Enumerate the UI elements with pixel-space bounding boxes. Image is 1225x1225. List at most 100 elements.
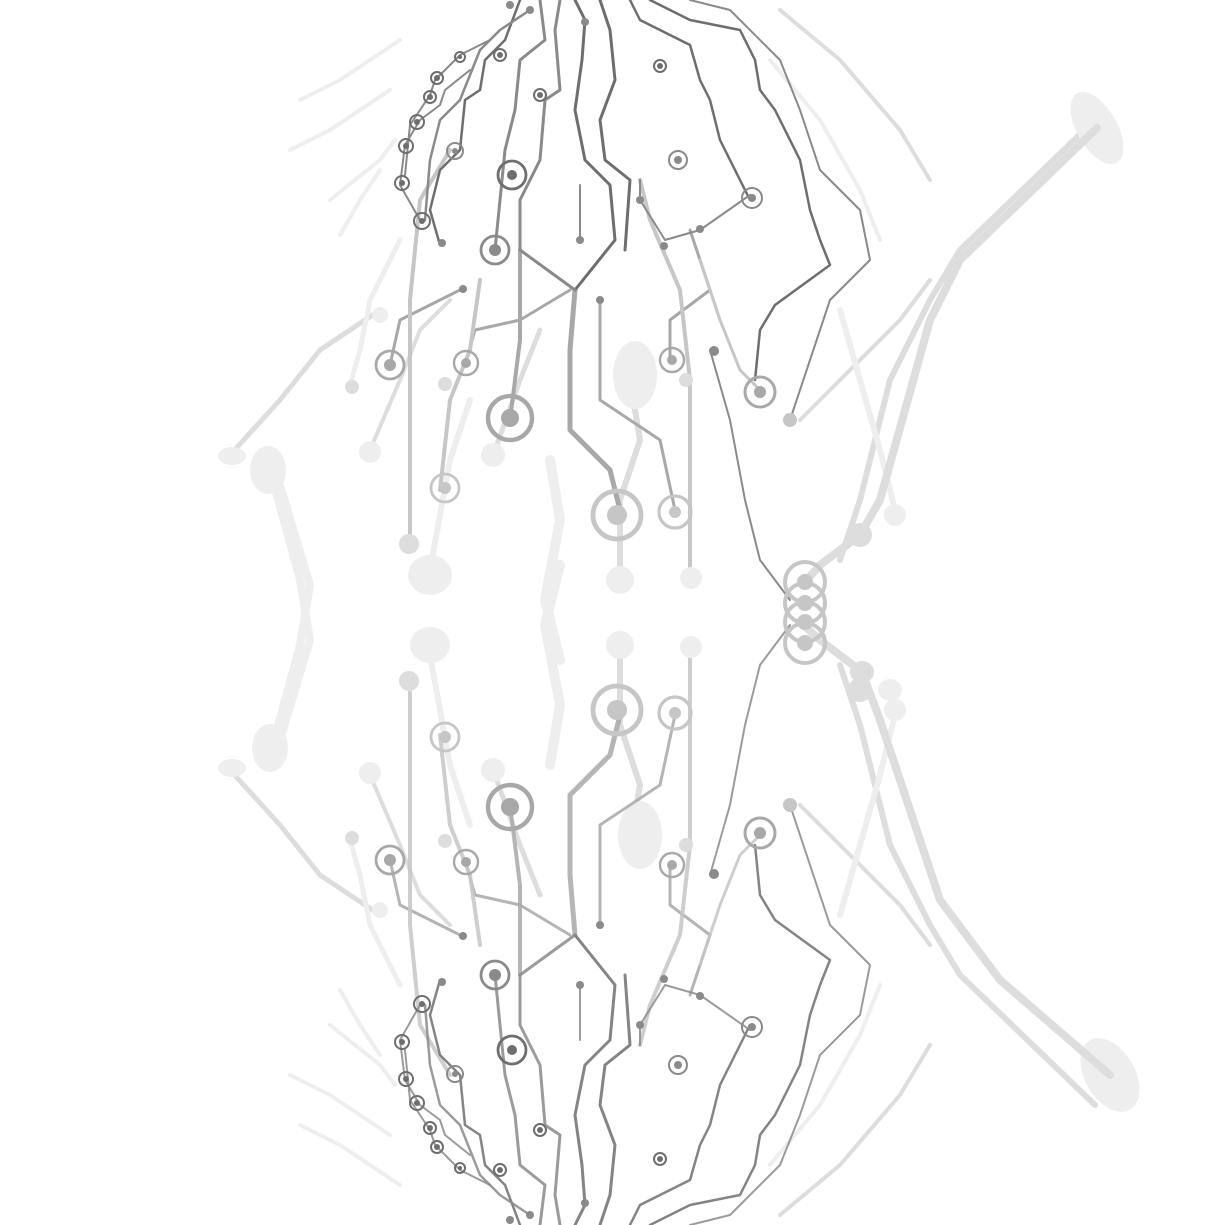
ring-node-core [419,1001,425,1007]
ring-node-core [461,857,471,867]
circuit-trace [438,278,482,492]
terminal-dot [636,196,644,204]
ring-node-core [489,969,501,981]
terminal-dot [459,285,467,293]
ring-node-outer [496,159,528,191]
ring-node-outer [429,472,461,504]
ring-node-outer [496,1034,528,1066]
terminal-dot [438,978,446,986]
ring-node-outer [743,816,777,850]
solder-pad [250,446,286,494]
circuit-trace-mirrored [598,973,632,1225]
terminal-dot [506,1216,514,1224]
ring-node [479,959,511,991]
ring-node [454,51,466,63]
circuit-trace [288,88,392,152]
ring-node-core [657,63,663,69]
ring-node [783,581,827,625]
ring-node-outer [783,581,827,625]
ring-node-core [434,1144,440,1150]
ring-node-core [414,119,420,125]
ring-node-outer [485,393,535,443]
ring-node-core [399,1039,405,1045]
ring-node [413,212,431,230]
ring-node-core [754,386,766,398]
ring-node [741,187,763,209]
terminal-dot [481,443,505,467]
terminal-dot [526,1211,534,1219]
terminal-dot [679,373,693,387]
terminal-dot [459,932,467,940]
ring-node-core [537,1127,543,1133]
circuit-trace [408,148,452,542]
ring-node [446,142,464,160]
circuit-trace-mirrored [768,983,882,1167]
circuit-trace [668,228,712,362]
ring-node [409,1095,425,1111]
circuit-trace-mirrored [648,843,832,1225]
ring-node-core [427,1125,433,1131]
circuit-trace [404,39,491,176]
ring-node-outer [668,150,688,170]
ring-node [658,851,686,879]
terminal-dot [596,921,604,929]
circuit-trace-mirrored [227,767,383,918]
ring-node-core [507,170,517,180]
ring-node [668,150,688,170]
terminal-dot [372,307,388,323]
circuit-trace-mirrored [428,978,522,1225]
terminal-dot [576,981,584,989]
circuit-trace [298,38,402,102]
ring-node-outer [452,848,480,876]
circuit-trace-mirrored [598,713,677,927]
terminal-dot [399,534,419,554]
ring-node-outer [741,1016,763,1038]
circuit-trace [628,0,752,202]
ring-node [743,375,777,409]
ring-node-core [497,52,503,58]
terminal-dot [606,566,634,594]
circuit-trace-mirrored [573,933,617,1225]
circuit-trace-mirrored [668,863,712,997]
ring-node [452,848,480,876]
terminal-dot [660,975,668,983]
ring-node-core [414,1100,420,1106]
ring-node [430,71,444,85]
terminal-dot [636,1021,644,1029]
circuit-trace-mirrored [427,652,473,828]
terminal-dot [481,758,505,782]
ring-node-core [754,827,766,839]
ring-node [496,159,528,191]
ring-node-outer [741,187,763,209]
ring-node [409,114,425,130]
circuit-trace-mirrored [423,1003,532,1217]
ring-node-outer [454,1162,466,1174]
terminal-dot [884,504,906,526]
ring-node-core [452,148,458,154]
ring-node-outer [413,212,431,230]
ring-node [452,349,480,377]
terminal-dot [438,834,452,848]
ring-node-core [657,1156,663,1162]
ring-node-outer [398,138,414,154]
ring-node-core [748,194,756,202]
circuit-trace-mirrored [266,481,314,759]
circuit-trace [427,397,473,573]
ring-node-core [667,860,677,870]
ring-node-outer [743,375,777,409]
circuit-trace-mirrored [638,643,692,1047]
ring-node-outer [394,175,410,191]
ring-node-core [439,482,451,494]
ring-node [394,1034,410,1050]
ring-node [398,138,414,154]
circuit-trace [573,0,617,292]
ring-node [446,1065,464,1083]
circuit-trace-mirrored [567,712,623,938]
connector-trace [858,668,1114,1079]
circuit-trace-mirrored [698,833,762,967]
terminal-dot [506,1,514,9]
terminal-dot [848,523,872,547]
dark-foreground-traces [399,0,871,1225]
circuit-trace [328,138,397,202]
